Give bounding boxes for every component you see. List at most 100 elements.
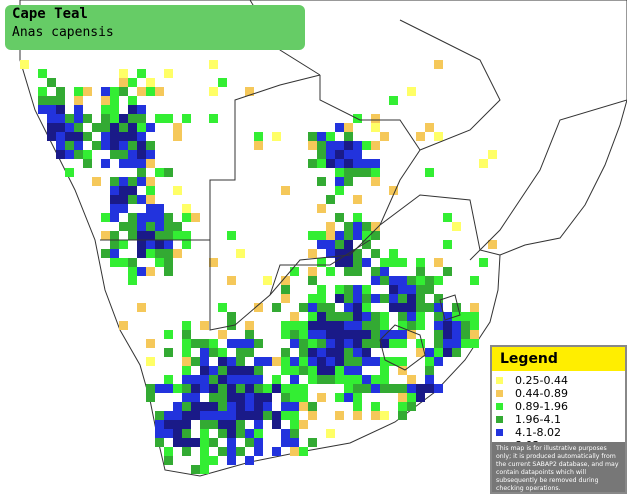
cell <box>164 258 173 267</box>
cell <box>146 222 155 231</box>
cell <box>434 357 443 366</box>
cell <box>173 186 182 195</box>
cell <box>425 384 434 393</box>
cell <box>182 114 191 123</box>
title-box: Cape Teal Anas capensis <box>5 5 305 50</box>
cell <box>371 114 380 123</box>
cell <box>416 312 425 321</box>
cell <box>281 393 290 402</box>
cell <box>200 348 209 357</box>
cell <box>362 231 371 240</box>
cell <box>371 339 380 348</box>
cell <box>344 393 353 402</box>
cell <box>128 231 137 240</box>
cell <box>182 375 191 384</box>
cell <box>317 339 326 348</box>
cell <box>326 330 335 339</box>
cell <box>344 267 353 276</box>
cell <box>200 438 209 447</box>
cell <box>137 150 146 159</box>
cell <box>83 150 92 159</box>
cell <box>173 384 182 393</box>
cell <box>164 456 173 465</box>
cell <box>353 222 362 231</box>
cell <box>128 132 137 141</box>
cell <box>371 402 380 411</box>
cell <box>470 303 479 312</box>
cell <box>353 312 362 321</box>
cell <box>263 357 272 366</box>
cell <box>317 177 326 186</box>
cell <box>128 159 137 168</box>
cell <box>164 375 173 384</box>
cell <box>119 321 128 330</box>
cell <box>128 105 137 114</box>
cell <box>65 114 74 123</box>
cell <box>380 312 389 321</box>
cell <box>344 231 353 240</box>
cell <box>227 231 236 240</box>
border <box>439 294 461 321</box>
cell <box>110 105 119 114</box>
cell <box>290 321 299 330</box>
cell <box>74 114 83 123</box>
cell <box>218 384 227 393</box>
cell <box>326 249 335 258</box>
cell <box>380 384 389 393</box>
cell <box>254 141 263 150</box>
cell <box>335 294 344 303</box>
cell <box>335 375 344 384</box>
cell <box>389 330 398 339</box>
cell <box>209 60 218 69</box>
cell <box>209 258 218 267</box>
cell <box>47 114 56 123</box>
cell <box>335 258 344 267</box>
cell <box>245 321 254 330</box>
cell <box>344 321 353 330</box>
cell <box>389 258 398 267</box>
cell <box>236 447 245 456</box>
cell <box>470 339 479 348</box>
cell <box>155 258 164 267</box>
cell <box>56 132 65 141</box>
cell <box>101 141 110 150</box>
cell <box>344 384 353 393</box>
cell <box>407 87 416 96</box>
cell <box>416 339 425 348</box>
cell <box>137 213 146 222</box>
cell <box>326 267 335 276</box>
cell <box>371 312 380 321</box>
cell <box>290 411 299 420</box>
cell <box>173 420 182 429</box>
cell <box>308 321 317 330</box>
cell <box>317 357 326 366</box>
cell <box>299 303 308 312</box>
legend-item: 4.1-8.02 <box>496 426 625 439</box>
cell <box>353 285 362 294</box>
cell <box>236 402 245 411</box>
cell <box>353 366 362 375</box>
cell <box>434 321 443 330</box>
cell <box>263 384 272 393</box>
cell <box>416 303 425 312</box>
cell <box>254 339 263 348</box>
cell <box>389 249 398 258</box>
cell <box>308 294 317 303</box>
cell <box>272 420 281 429</box>
cell <box>362 258 371 267</box>
cell <box>101 231 110 240</box>
cell <box>191 402 200 411</box>
cell <box>281 330 290 339</box>
cell <box>137 240 146 249</box>
cell <box>326 222 335 231</box>
cell <box>83 87 92 96</box>
cell <box>218 357 227 366</box>
cell <box>335 123 344 132</box>
cell <box>281 429 290 438</box>
cell <box>326 240 335 249</box>
cell <box>281 411 290 420</box>
cell <box>173 402 182 411</box>
cell <box>389 186 398 195</box>
cell <box>173 132 182 141</box>
cell <box>362 321 371 330</box>
